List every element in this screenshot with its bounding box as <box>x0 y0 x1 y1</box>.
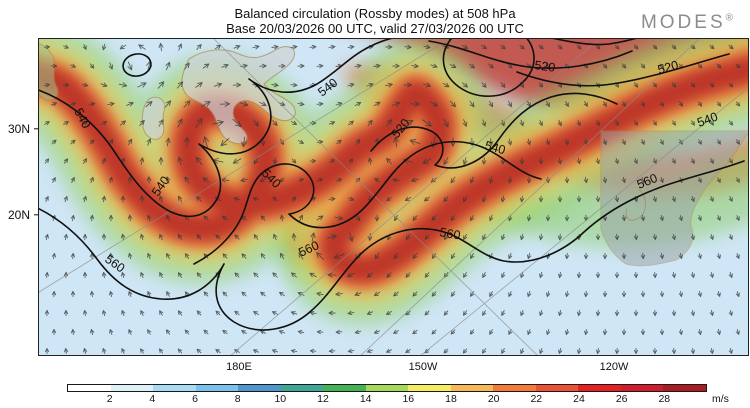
svg-text:520: 520 <box>534 58 557 75</box>
